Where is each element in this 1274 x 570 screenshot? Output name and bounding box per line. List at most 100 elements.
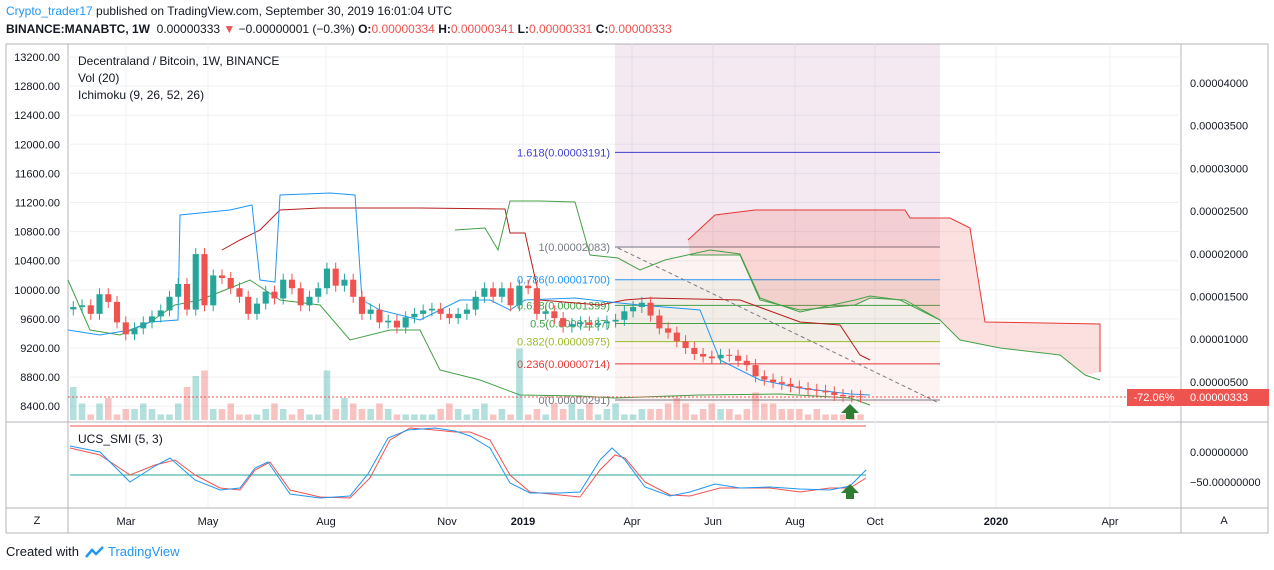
volume-bar bbox=[262, 409, 269, 420]
candle-body bbox=[787, 383, 794, 387]
candle-body bbox=[113, 301, 121, 323]
smi-axis-tick-label: −50.00000000 bbox=[1190, 477, 1261, 489]
high-value: 0.00000341 bbox=[450, 22, 515, 36]
volume-bar bbox=[699, 409, 707, 420]
time-axis-tick-label: 2020 bbox=[984, 516, 1008, 528]
ichimoku-lagging-span bbox=[454, 200, 941, 321]
candle-body bbox=[437, 308, 444, 314]
low-label: L: bbox=[517, 22, 529, 36]
volume-bar bbox=[489, 414, 497, 420]
candle-body bbox=[323, 268, 331, 289]
candle-body bbox=[647, 302, 654, 316]
time-axis-tick-label: Oct bbox=[866, 516, 883, 528]
smi-signal-line bbox=[69, 427, 867, 499]
candle-body bbox=[682, 341, 689, 349]
volume-bar bbox=[524, 414, 532, 420]
candle-body bbox=[122, 322, 129, 335]
volume-bar bbox=[306, 414, 313, 420]
candle-body bbox=[367, 309, 374, 314]
volume-bar bbox=[183, 387, 191, 420]
candle-body bbox=[743, 360, 750, 366]
ichimoku-span-a-future bbox=[690, 254, 1101, 381]
vol-legend: Vol (20) bbox=[78, 71, 119, 85]
volume-bar bbox=[253, 414, 261, 420]
volume-bar bbox=[577, 409, 584, 420]
price-badge-pct: -72.06% bbox=[1134, 392, 1175, 404]
ichimoku-legend: Ichimoku (9, 26, 52, 26) bbox=[78, 88, 204, 102]
zoom-button[interactable]: Z bbox=[34, 515, 41, 527]
candle-body bbox=[350, 279, 357, 297]
candle-body bbox=[769, 379, 777, 383]
candle-body bbox=[822, 390, 829, 393]
volume-bar bbox=[752, 392, 759, 420]
volume-bar bbox=[761, 403, 768, 420]
candle-body bbox=[78, 305, 86, 308]
candle-body bbox=[253, 303, 261, 314]
candle-body bbox=[262, 291, 269, 304]
volume-bar bbox=[271, 403, 278, 420]
volume-bar bbox=[481, 403, 488, 420]
right-axis-tick-label: 0.00001000 bbox=[1190, 334, 1248, 346]
candle-body bbox=[533, 288, 540, 314]
volume-bar bbox=[139, 403, 147, 420]
publish-info: Crypto_trader17 published on TradingView… bbox=[6, 4, 452, 18]
ichimoku-kijun bbox=[221, 207, 871, 361]
volume-bar bbox=[691, 414, 698, 420]
candle-body bbox=[341, 279, 348, 286]
volume-bar bbox=[673, 398, 681, 420]
candle-body bbox=[612, 319, 619, 322]
fib-zone-upper bbox=[615, 44, 940, 248]
volume-bar bbox=[411, 414, 418, 420]
volume-bar bbox=[629, 414, 637, 420]
volume-bar bbox=[586, 403, 593, 420]
price-badge-bg bbox=[1127, 389, 1269, 406]
auto-scale-button[interactable]: A bbox=[1220, 515, 1228, 527]
candle-body bbox=[498, 288, 505, 297]
volume-bar bbox=[796, 409, 803, 420]
candle-body bbox=[700, 353, 707, 357]
volume-bar bbox=[174, 403, 182, 420]
candle-body bbox=[105, 294, 112, 302]
fib-level-label: 0.236(0.00000714) bbox=[517, 359, 610, 371]
volume-bar bbox=[192, 376, 200, 420]
ichimoku-cloud-future bbox=[688, 210, 1100, 375]
time-axis-tick-label: Aug bbox=[785, 516, 805, 528]
volume-bar bbox=[402, 414, 409, 420]
volume-bar bbox=[279, 409, 287, 420]
volume-bar bbox=[568, 403, 576, 420]
candle-body bbox=[761, 376, 768, 380]
candle-body bbox=[472, 296, 479, 310]
candle-body bbox=[210, 275, 217, 306]
fib-trend-line bbox=[617, 247, 938, 403]
candle-body bbox=[708, 356, 715, 359]
tradingview-logo[interactable]: TradingView bbox=[83, 544, 180, 559]
candle-body bbox=[446, 313, 453, 319]
candle-body bbox=[183, 283, 191, 310]
volume-bar bbox=[542, 414, 549, 420]
volume-bar bbox=[857, 414, 864, 420]
candle-body bbox=[603, 321, 610, 324]
price-change: −0.00000001 (−0.3%) bbox=[238, 22, 355, 36]
price-badge: -72.06% 0.00000333 bbox=[1127, 389, 1269, 406]
candle-body bbox=[218, 275, 226, 278]
volume-bar bbox=[70, 387, 77, 420]
left-axis-tick-label: 8400.00 bbox=[20, 401, 60, 413]
candle-body bbox=[831, 392, 838, 395]
candle-body bbox=[717, 354, 724, 359]
right-axis-tick-label: 0.00002500 bbox=[1190, 206, 1248, 218]
close-label: C: bbox=[595, 22, 609, 36]
candle-body bbox=[839, 394, 847, 396]
volume-bar bbox=[236, 414, 243, 420]
candle-body bbox=[630, 307, 637, 312]
volume-bar bbox=[831, 414, 838, 420]
candle-body bbox=[131, 328, 138, 335]
close-value: 0.00000333 bbox=[608, 22, 672, 36]
candle-body bbox=[665, 328, 672, 333]
right-axis-tick-label: 0.00003000 bbox=[1190, 163, 1248, 175]
author-link[interactable]: Crypto_trader17 bbox=[6, 4, 93, 18]
volume-bar bbox=[393, 414, 401, 420]
candle-body bbox=[306, 296, 313, 306]
candle-body bbox=[70, 307, 77, 310]
candle-body bbox=[796, 386, 803, 389]
